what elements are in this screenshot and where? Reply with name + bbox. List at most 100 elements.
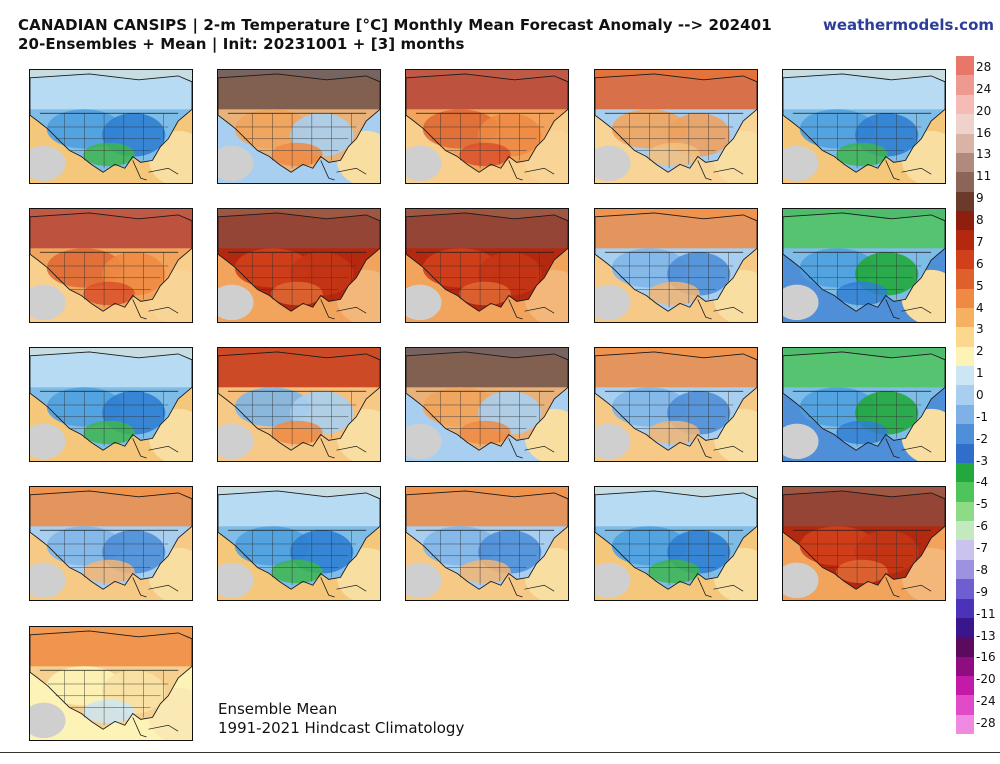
colorbar-segment	[956, 424, 974, 444]
colorbar-label: -28	[976, 716, 996, 730]
florida-coast	[320, 438, 335, 459]
south-anomaly-blob	[271, 142, 323, 167]
ensemble-member-map	[782, 486, 946, 601]
anomaly-map-svg	[406, 70, 568, 183]
anomaly-map-svg	[406, 487, 568, 600]
colorbar-label: -7	[976, 541, 988, 556]
colorbar-label: 6	[976, 256, 984, 271]
ensemble-member-map	[782, 347, 946, 462]
colorbar-segment	[956, 462, 974, 483]
colorbar-segment	[956, 443, 974, 463]
colorbar-segment	[956, 598, 974, 618]
ensemble-member-map	[217, 69, 381, 184]
florida-coast	[132, 299, 147, 320]
caribbean-islands	[336, 584, 367, 592]
anomaly-map-svg	[218, 209, 380, 322]
colorbar-label: 28	[976, 60, 992, 74]
caribbean-islands	[148, 584, 179, 592]
colorbar-label: 24	[976, 81, 992, 96]
caribbean-islands	[336, 306, 367, 314]
south-anomaly-blob	[836, 142, 888, 167]
colorbar-segment	[956, 656, 974, 676]
anomaly-map-svg	[783, 209, 945, 322]
missing-data-region	[406, 145, 442, 182]
anomaly-map-svg	[30, 627, 192, 740]
coastline	[406, 490, 568, 590]
ensemble-member-map	[405, 347, 569, 462]
anomaly-map-svg	[595, 487, 757, 600]
anomaly-map-svg	[30, 348, 192, 461]
south-anomaly-blob	[836, 559, 888, 584]
caribbean-islands	[901, 584, 932, 592]
caribbean-islands	[713, 306, 744, 314]
colorbar-segment	[956, 579, 974, 599]
caribbean-islands	[524, 584, 555, 592]
page-subtitle: 20-Ensembles + Mean | Init: 20231001 + […	[18, 35, 465, 53]
coastline	[30, 351, 192, 451]
colorbar-labels: 28 24 20 16 13 11 9 8 7 6 5 4 3 2 1 0 -1 -2 -3 -4 -5 -6 -7 -8 -9…	[976, 56, 1000, 734]
coastline	[218, 351, 380, 451]
colorbar-label: 4	[976, 300, 984, 315]
coastline	[595, 490, 757, 590]
colorbar-segment	[956, 172, 974, 192]
colorbar-segment	[956, 56, 974, 76]
anomaly-map-svg	[30, 209, 192, 322]
colorbar-label: 0	[976, 388, 984, 402]
coastline	[406, 73, 568, 173]
coastline	[406, 212, 568, 312]
caribbean-islands	[524, 445, 555, 453]
missing-data-region	[406, 562, 442, 599]
coastline	[783, 490, 945, 590]
coastline	[783, 73, 945, 173]
south-anomaly-blob	[459, 142, 511, 167]
south-anomaly-blob	[459, 559, 511, 584]
ensemble-member-map	[594, 486, 758, 601]
ensemble-member-map	[29, 69, 193, 184]
colorbar-label: 8	[976, 213, 984, 228]
colorbar-segment	[956, 521, 974, 541]
florida-coast	[697, 577, 712, 598]
south-anomaly-blob	[83, 281, 135, 306]
brand-link[interactable]: weathermodels.com	[822, 16, 994, 34]
coastline	[218, 212, 380, 312]
coastline	[406, 351, 568, 451]
florida-coast	[697, 160, 712, 181]
ensemble-member-map	[782, 208, 946, 323]
missing-data-region	[30, 284, 66, 321]
coastline	[783, 212, 945, 312]
colorbar	[956, 56, 974, 735]
missing-data-region	[595, 284, 631, 321]
florida-coast	[132, 160, 147, 181]
colorbar-label: 9	[976, 191, 984, 206]
page-title: CANADIAN CANSIPS | 2-m Temperature [°C] …	[18, 16, 772, 34]
south-anomaly-blob	[459, 281, 511, 306]
ensemble-member-map	[29, 486, 193, 601]
coastline	[783, 351, 945, 451]
colorbar-segment	[956, 540, 974, 560]
missing-data-region	[406, 284, 442, 321]
colorbar-label: 3	[976, 322, 984, 337]
south-anomaly-blob	[83, 420, 135, 445]
ensemble-member-map	[217, 347, 381, 462]
south-anomaly-blob	[648, 420, 700, 445]
florida-coast	[320, 299, 335, 320]
colorbar-label: -3	[976, 453, 988, 468]
colorbar-label: -6	[976, 519, 988, 534]
florida-coast	[508, 438, 523, 459]
colorbar-segment	[956, 617, 974, 638]
south-anomaly-blob	[271, 559, 323, 584]
coastline	[218, 73, 380, 173]
missing-data-region	[595, 145, 631, 182]
colorbar-segment	[956, 559, 974, 580]
coastline	[595, 212, 757, 312]
colorbar-label: 7	[976, 234, 984, 249]
missing-data-region	[783, 562, 819, 599]
colorbar-label: -4	[976, 475, 988, 490]
colorbar-label: 5	[976, 278, 984, 293]
ensemble-member-map	[29, 208, 193, 323]
caribbean-islands	[524, 306, 555, 314]
colorbar-segment	[956, 501, 974, 521]
colorbar-label: -2	[976, 431, 988, 446]
ensemble-member-map	[217, 486, 381, 601]
colorbar-segment	[956, 676, 974, 696]
